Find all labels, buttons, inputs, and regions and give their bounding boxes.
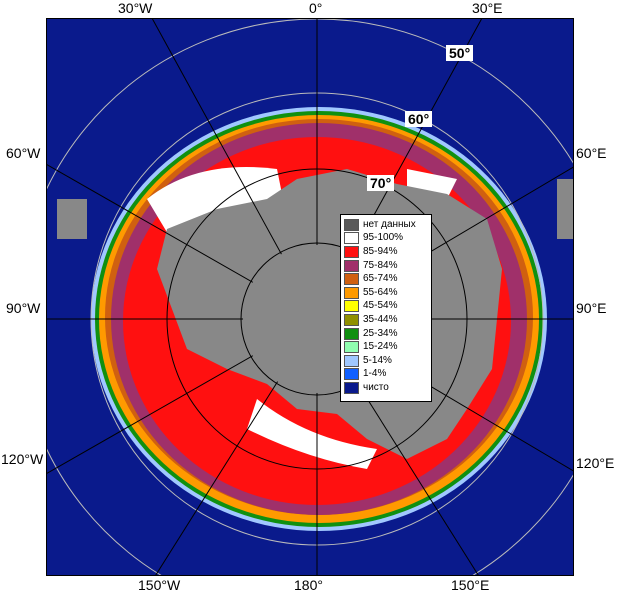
legend-swatch	[344, 232, 359, 245]
legend-item: 5-14%	[344, 354, 428, 368]
legend-item: 65-74%	[344, 272, 428, 286]
legend-item: 95-100%	[344, 232, 428, 246]
legend-item: 75-84%	[344, 259, 428, 273]
legend-swatch	[344, 218, 359, 231]
legend-label: 5-14%	[363, 354, 392, 366]
legend-label: 45-54%	[363, 300, 398, 312]
legend-label: 15-24%	[363, 341, 398, 353]
legend-item: нет данных	[344, 218, 428, 232]
legend-swatch	[344, 327, 359, 340]
legend-item: чисто	[344, 381, 428, 395]
lon-label-top-30w: 30°W	[118, 0, 153, 16]
no-data-patch	[57, 199, 87, 239]
legend-item: 35-44%	[344, 313, 428, 327]
legend-label: 35-44%	[363, 313, 398, 325]
lon-label-top-0: 0°	[309, 0, 323, 16]
legend-swatch	[344, 354, 359, 367]
latitude-label-50: 50°	[446, 45, 474, 61]
legend-label: 1-4%	[363, 368, 387, 380]
legend-swatch	[344, 368, 359, 381]
legend-swatch	[344, 245, 359, 258]
latitude-label-70: 70°	[367, 175, 395, 191]
sea-ice-map	[47, 19, 573, 575]
legend-item: 55-64%	[344, 286, 428, 300]
ice-patch-ross	[247, 399, 377, 469]
lon-label-left-90w: 90°W	[6, 300, 41, 316]
legend-swatch	[344, 286, 359, 299]
lon-label-right-120e: 120°E	[576, 455, 615, 471]
lon-label-left-120w: 120°W	[1, 451, 44, 467]
legend-swatch	[344, 341, 359, 354]
lon-label-right-60e: 60°E	[576, 145, 607, 161]
legend-item: 25-34%	[344, 327, 428, 341]
lon-label-bottom-150e: 150°E	[451, 577, 490, 593]
lon-label-bottom-150w: 150°W	[138, 577, 181, 593]
latitude-label-60: 60°	[405, 111, 433, 127]
legend-label: нет данных	[363, 218, 416, 230]
legend-item: 85-94%	[344, 245, 428, 259]
legend-swatch	[344, 313, 359, 326]
lon-label-bottom-180: 180°	[294, 577, 323, 593]
legend-swatch	[344, 300, 359, 313]
no-data-patch-east	[557, 179, 573, 239]
legend-item: 15-24%	[344, 340, 428, 354]
lon-label-right-90e: 90°E	[576, 300, 607, 316]
legend-label: чисто	[363, 381, 389, 393]
map-legend: нет данных 95-100% 85-94% 75-84% 65-74% 55-64…	[340, 214, 432, 402]
legend-swatch	[344, 381, 359, 394]
lon-label-left-60w: 60°W	[6, 145, 41, 161]
legend-label: 75-84%	[363, 259, 398, 271]
legend-swatch	[344, 259, 359, 272]
legend-swatch	[344, 273, 359, 286]
lon-label-top-30e: 30°E	[472, 0, 503, 16]
legend-label: 25-34%	[363, 327, 398, 339]
legend-label: 85-94%	[363, 245, 398, 257]
legend-item: 1-4%	[344, 368, 428, 382]
legend-label: 65-74%	[363, 273, 398, 285]
map-frame	[46, 18, 574, 576]
legend-item: 45-54%	[344, 300, 428, 314]
legend-label: 95-100%	[363, 232, 404, 244]
legend-label: 55-64%	[363, 286, 398, 298]
